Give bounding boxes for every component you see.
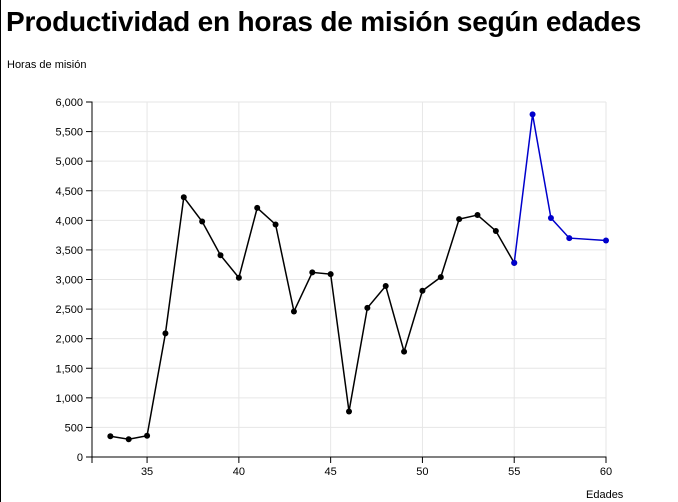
y-tick: 500: [65, 422, 92, 434]
y-tick: 3,000: [55, 275, 92, 287]
data-point: [272, 221, 279, 228]
data-point: [107, 433, 114, 440]
x-tick-label: 50: [416, 466, 428, 478]
data-point: [474, 212, 481, 219]
x-tick: 40: [233, 457, 245, 478]
y-tick: 1,500: [55, 363, 92, 375]
data-point: [492, 227, 499, 234]
y-tick: 4,000: [55, 215, 92, 227]
y-axis-line: [86, 101, 93, 458]
x-tick: 35: [141, 457, 153, 478]
data-point: [180, 194, 187, 201]
y-tick: 2,500: [55, 304, 92, 316]
data-point: [456, 216, 463, 223]
x-tick-label: 60: [600, 466, 612, 478]
y-tick-label: 5,500: [55, 127, 83, 139]
x-axis: 35 40 45 50 55 60: [91, 456, 612, 478]
data-point: [566, 235, 573, 242]
data-point: [254, 204, 261, 211]
y-tick: 6,000: [55, 97, 92, 109]
y-tick: 5,000: [55, 156, 92, 168]
data-point: [125, 436, 132, 443]
series-group: [107, 111, 609, 443]
y-tick-label: 1,500: [55, 363, 83, 375]
x-axis-line: [91, 456, 607, 463]
data-point: [511, 259, 518, 266]
x-axis-label: Edades: [586, 489, 624, 501]
y-tick-label: 3,000: [55, 275, 83, 287]
y-tick: 0: [77, 452, 92, 464]
x-tick-label: 55: [508, 466, 520, 478]
left-border: [0, 0, 1, 502]
y-tick-label: 0: [77, 452, 83, 464]
data-point: [235, 274, 242, 281]
x-tick-label: 35: [141, 466, 153, 478]
data-point: [437, 274, 444, 281]
data-point: [419, 287, 426, 294]
y-tick-label: 4,500: [55, 186, 83, 198]
series-0: [107, 194, 518, 443]
series-line: [513, 114, 607, 264]
data-point: [603, 237, 609, 244]
data-point: [217, 252, 224, 259]
y-tick: 4,500: [55, 186, 92, 198]
series-1: [511, 111, 609, 266]
data-point: [199, 218, 206, 225]
y-tick: 3,500: [55, 245, 92, 257]
y-tick-label: 5,000: [55, 156, 83, 168]
y-tick: 2,000: [55, 334, 92, 346]
y-tick-label: 1,000: [55, 393, 83, 405]
y-axis-label: Horas de misión: [7, 59, 87, 71]
x-tick-label: 40: [233, 466, 245, 478]
series-line: [110, 195, 515, 441]
y-tick: 1,000: [55, 393, 92, 405]
y-tick-label: 2,500: [55, 304, 83, 316]
data-point: [327, 271, 334, 278]
x-tick-label: 45: [325, 466, 337, 478]
data-point: [309, 269, 316, 276]
y-tick-label: 2,000: [55, 334, 83, 346]
data-point: [401, 348, 408, 355]
x-tick: 55: [508, 457, 520, 478]
y-tick-label: 6,000: [55, 97, 83, 109]
data-point: [346, 408, 352, 415]
chart-title: Productividad en horas de misión según e…: [6, 6, 642, 37]
grid: [92, 101, 607, 457]
y-axis: 0 500 1,000 1,500 2,000 2,500 3,000 3,500 4,000 4…: [55, 97, 93, 464]
data-point: [364, 304, 371, 311]
data-point: [547, 214, 554, 221]
y-tick-label: 4,000: [55, 215, 83, 227]
y-tick-label: 3,500: [55, 245, 83, 257]
data-point: [382, 283, 389, 290]
data-point: [529, 111, 536, 118]
y-tick: 5,500: [55, 127, 92, 139]
y-tick-label: 500: [65, 422, 83, 434]
x-tick: 50: [416, 457, 429, 478]
x-tick: 45: [325, 457, 337, 478]
data-point: [290, 308, 297, 315]
data-point: [162, 330, 169, 337]
data-point: [144, 432, 151, 439]
